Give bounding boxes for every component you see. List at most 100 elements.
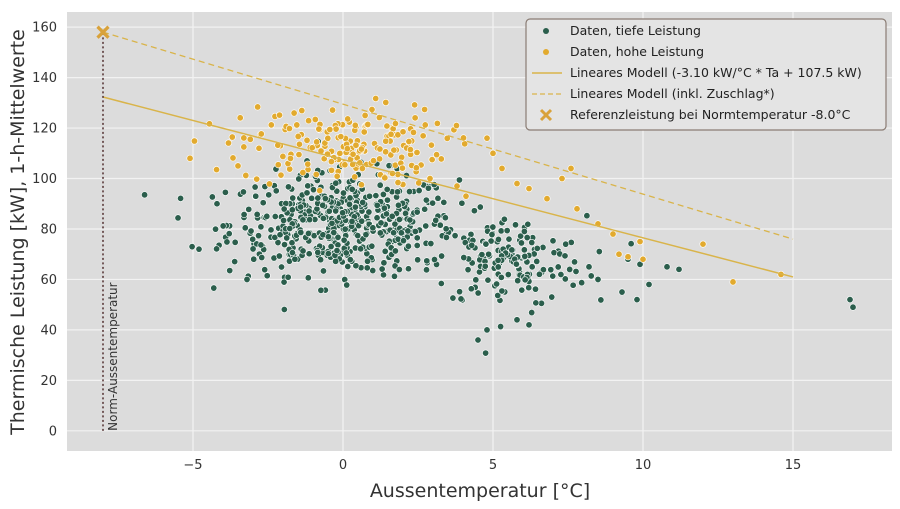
data-point-low	[231, 258, 239, 266]
data-point-low	[346, 194, 354, 202]
data-point-low	[351, 203, 359, 211]
data-point-high	[368, 106, 376, 114]
data-point-high	[313, 138, 321, 146]
data-point-low	[328, 219, 336, 227]
data-point-low	[578, 279, 586, 287]
data-point-low	[332, 257, 340, 265]
data-point-low	[457, 295, 465, 303]
data-point-low	[340, 189, 348, 197]
data-point-low	[289, 194, 297, 202]
data-point-low	[317, 286, 325, 294]
data-point-high	[333, 172, 341, 180]
y-axis-label: Thermische Leistung [kW], 1-h-Mittelwert…	[7, 29, 29, 436]
data-point-low	[305, 207, 313, 215]
data-point-low	[332, 179, 340, 187]
data-point-high	[609, 230, 617, 238]
data-point-low	[493, 280, 501, 288]
data-point-low	[434, 194, 442, 202]
data-point-low	[472, 276, 480, 284]
data-point-low	[503, 227, 511, 235]
data-point-high	[391, 120, 399, 128]
data-point-low	[267, 226, 275, 234]
data-point-low	[283, 234, 291, 242]
data-point-low	[345, 200, 353, 208]
data-point-low	[481, 262, 489, 270]
data-point-high	[452, 122, 460, 130]
data-point-low	[219, 222, 227, 230]
data-point-low	[258, 254, 266, 262]
data-point-low	[334, 241, 342, 249]
data-point-low	[271, 213, 279, 221]
data-point-low	[594, 275, 602, 283]
data-point-low	[437, 279, 445, 287]
data-point-low	[325, 207, 333, 215]
data-point-low	[297, 228, 305, 236]
data-point-low	[427, 240, 435, 248]
data-point-low	[342, 249, 350, 257]
data-point-low	[488, 231, 496, 239]
data-point-low	[309, 186, 317, 194]
legend-label-reference: Referenzleistung bei Normtemperatur -8.0…	[570, 107, 851, 122]
y-tick-label: 20	[40, 374, 57, 389]
data-point-low	[390, 229, 398, 237]
data-point-low	[299, 216, 307, 224]
data-point-high	[304, 160, 312, 168]
data-point-low	[500, 215, 508, 223]
data-point-low	[346, 256, 354, 264]
data-point-low	[524, 220, 532, 228]
data-point-low	[554, 263, 562, 271]
data-point-low	[525, 321, 533, 329]
y-tick-label: 120	[32, 122, 57, 137]
data-point-high	[412, 164, 420, 172]
data-point-low	[404, 265, 412, 273]
data-point-high	[240, 143, 248, 151]
data-point-high	[190, 137, 198, 145]
data-point-high	[295, 140, 303, 148]
data-point-low	[280, 305, 288, 313]
data-point-low	[517, 232, 525, 240]
legend-marker-reference	[539, 108, 553, 122]
y-tick-label: 100	[32, 172, 57, 187]
data-point-low	[595, 248, 603, 256]
data-point-low	[339, 209, 347, 217]
model-lines	[102, 31, 794, 278]
x-tick-label: 15	[785, 458, 802, 473]
data-point-low	[212, 225, 220, 233]
data-point-low	[177, 194, 185, 202]
data-point-low	[381, 247, 389, 255]
data-point-low	[451, 232, 459, 240]
data-point-low	[849, 303, 857, 311]
data-point-low	[383, 196, 391, 204]
data-point-low	[321, 195, 329, 203]
data-point-low	[305, 250, 313, 258]
linear-model-surcharge-line	[102, 31, 794, 240]
data-point-low	[533, 257, 541, 265]
data-point-low	[378, 265, 386, 273]
data-point-low	[394, 188, 402, 196]
data-point-low	[288, 206, 296, 214]
x-tick-label: 5	[489, 458, 497, 473]
data-point-high	[343, 145, 351, 153]
data-point-high	[357, 181, 365, 189]
data-point-low	[422, 196, 430, 204]
data-point-low	[340, 236, 348, 244]
data-point-low	[561, 252, 569, 260]
data-point-low	[195, 245, 203, 253]
data-point-low	[467, 285, 475, 293]
data-point-low	[276, 231, 284, 239]
norm-temperature-label: Norm-Aussentemperatur	[106, 282, 120, 430]
data-point-low	[413, 242, 421, 250]
legend-label-model: Lineares Modell (-3.10 kW/°C * Ta + 107.…	[570, 65, 862, 80]
data-point-low	[549, 272, 557, 280]
data-point-high	[254, 103, 262, 111]
data-point-high	[382, 148, 390, 156]
data-point-low	[583, 212, 591, 220]
data-point-low	[406, 216, 414, 224]
data-point-low	[485, 250, 493, 258]
data-point-low	[363, 264, 371, 272]
data-point-high	[240, 134, 248, 142]
data-point-low	[436, 221, 444, 229]
y-tick-label: 160	[32, 21, 57, 36]
data-point-high	[279, 152, 287, 160]
